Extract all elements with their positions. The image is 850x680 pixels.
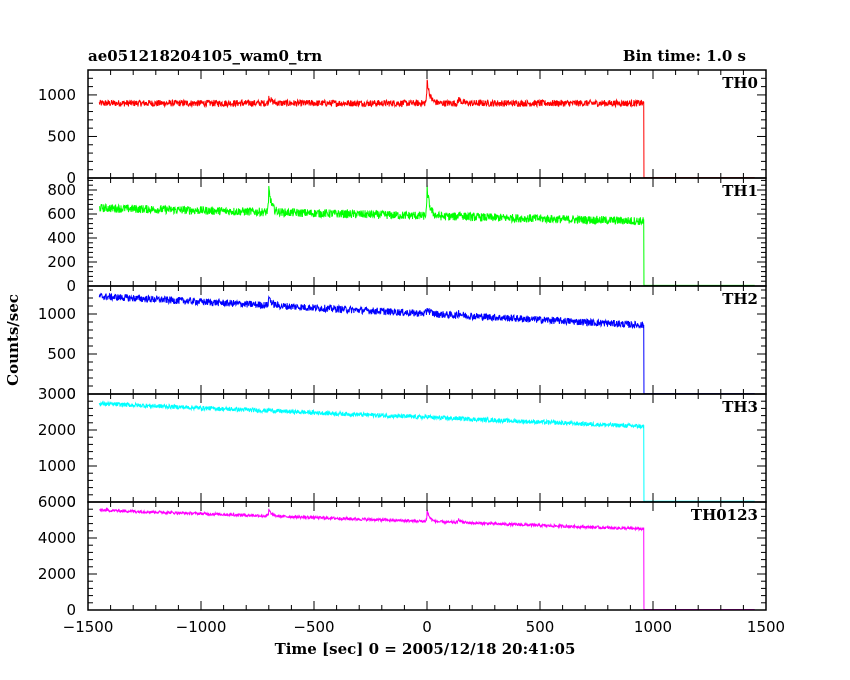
y-tick-label-th2: 500	[47, 345, 76, 363]
series-line-th1	[99, 185, 755, 286]
y-tick-label-th1: 0	[66, 277, 76, 295]
panel-label-th3: TH3	[722, 398, 758, 416]
y-tick-label-th0: 1000	[38, 86, 76, 104]
x-tick-label: 1000	[634, 618, 672, 636]
panel-label-th0123: TH0123	[691, 506, 758, 524]
x-axis-label: Time [sec] 0 = 2005/12/18 20:41:05	[275, 640, 576, 658]
y-tick-label-th0123: 0	[66, 601, 76, 619]
x-tick-label: 0	[422, 618, 432, 636]
y-tick-label-th3: 3000	[38, 385, 76, 403]
y-tick-label-th0123: 2000	[38, 565, 76, 583]
y-tick-label-th1: 400	[47, 229, 76, 247]
chart-title: ae051218204105_wam0_trn	[88, 47, 322, 65]
y-tick-label-th0123: 6000	[38, 493, 76, 511]
y-tick-label-th1: 800	[47, 181, 76, 199]
series-line-th2	[98, 292, 755, 395]
y-tick-label-th1: 600	[47, 205, 76, 223]
x-tick-label: 500	[526, 618, 555, 636]
x-tick-label: −1000	[176, 618, 227, 636]
panel-frame-th3	[87, 393, 767, 503]
y-tick-label-th3: 2000	[38, 421, 76, 439]
y-tick-label-th0: 0	[66, 169, 76, 187]
y-axis-label: Counts/sec	[4, 294, 22, 386]
y-tick-label-th0123: 4000	[38, 529, 76, 547]
y-tick-label-th2: 0	[66, 385, 76, 403]
y-tick-label-th1: 200	[47, 253, 76, 271]
y-tick-label-th0: 500	[47, 127, 76, 145]
x-tick-labels: −1500 −1000 −500 0 500 1000 1500	[63, 618, 785, 636]
panel-frame-th2	[87, 285, 767, 395]
panels-group: 0 500 1000 TH0 0 200 400 600 800 TH1 0 500 1000 TH2 0 1…	[38, 69, 767, 619]
x-tick-label: −1500	[63, 618, 114, 636]
x-tick-label: 1500	[747, 618, 785, 636]
series-line-th0123	[99, 507, 755, 610]
series-line-th3	[98, 400, 755, 502]
panel-label-th0: TH0	[722, 74, 758, 92]
panel-label-th2: TH2	[722, 290, 758, 308]
series-line-th0	[98, 79, 755, 179]
bin-time-label: Bin time: 1.0 s	[623, 47, 746, 65]
y-tick-label-th2: 1000	[38, 305, 76, 323]
panel-label-th1: TH1	[722, 182, 758, 200]
y-tick-label-th3: 0	[66, 493, 76, 511]
y-tick-label-th3: 1000	[38, 457, 76, 475]
x-tick-label: −500	[293, 618, 334, 636]
